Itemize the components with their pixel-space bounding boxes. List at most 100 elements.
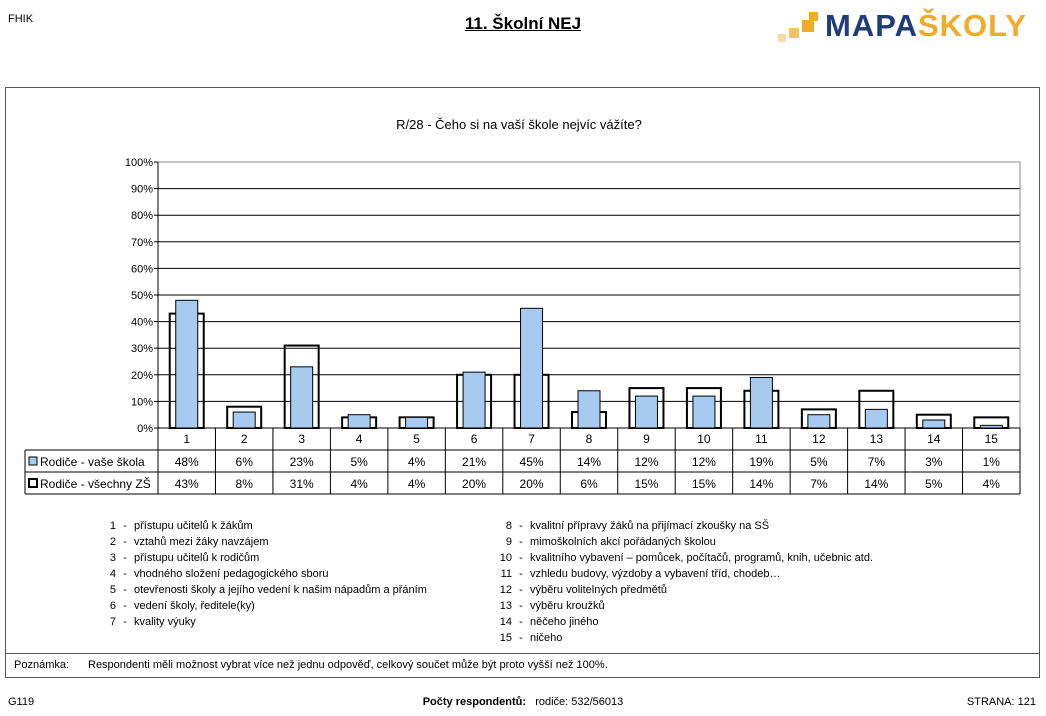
legend-item-number: 9: [505, 536, 512, 548]
data-label-your-school: 23%: [290, 455, 314, 469]
legend-item-dash: -: [123, 536, 127, 548]
logo-main: MAPA: [825, 8, 918, 43]
legend-item: 7- kvality výuky: [104, 614, 427, 630]
legend-item-text: výběru volitelných předmětů: [530, 584, 667, 596]
legend-item: 5- otevřenosti školy a jejího vedení k na…: [104, 582, 427, 598]
data-label-all-schools: 4%: [983, 477, 1001, 491]
legend-label-all-schools: Rodiče - všechny ZŠ: [40, 476, 151, 491]
data-label-your-school: 4%: [408, 455, 426, 469]
bar-your-school: [232, 411, 256, 429]
bar-your-school: [175, 299, 199, 429]
legend-item-number: 2: [109, 536, 116, 548]
bar-your-school: [520, 307, 544, 429]
y-tick-label: 50%: [131, 290, 153, 302]
legend-item: 3- přístupu učitelů k rodičům: [104, 550, 427, 566]
data-label-your-school: 48%: [175, 455, 199, 469]
legend-item-text: přístupu učitelů k žákům: [134, 520, 253, 532]
legend-item-number: 11: [500, 568, 512, 580]
legend-item-number: 10: [499, 552, 512, 564]
data-label-all-schools: 4%: [350, 477, 368, 491]
legend-item-dash: -: [519, 552, 523, 564]
x-tick-label: 12: [812, 432, 826, 446]
report-code: FHIK: [8, 13, 34, 25]
y-tick-label: 60%: [131, 263, 153, 275]
data-label-your-school: 21%: [462, 455, 486, 469]
data-label-your-school: 12%: [634, 455, 658, 469]
data-label-your-school: 45%: [520, 455, 544, 469]
legend-item-dash: -: [519, 632, 523, 644]
x-tick-label: 7: [528, 432, 535, 446]
data-label-your-school: 1%: [983, 455, 1001, 469]
legend-item-text: přístupu učitelů k rodičům: [134, 552, 260, 564]
category-legend-left: 1- přístupu učitelů k žákům 2- vztahů mezi …: [104, 518, 427, 630]
legend-item: 12- výběru volitelných předmětů: [498, 582, 873, 598]
legend-item-number: 12: [499, 584, 512, 596]
legend-item: 2- vztahů mezi žáky navzájem: [104, 534, 427, 550]
legend-item-text: ničeho: [530, 632, 563, 644]
legend-item-text: mimoškolních akcí pořádaných školou: [530, 536, 716, 548]
bar-your-school: [290, 366, 314, 429]
legend-item-number: 15: [499, 632, 512, 644]
y-tick-label: 40%: [131, 317, 153, 329]
note-text: Respondenti měli možnost vybrat více než…: [88, 659, 608, 671]
data-label-your-school: 5%: [350, 455, 368, 469]
bar-your-school: [922, 419, 946, 429]
legend-item: 13- výběru kroužků: [498, 598, 873, 614]
category-legend-right: 8- kvalitní přípravy žáků na přijímací zk…: [498, 518, 873, 646]
footer-page: STRANA: 121: [966, 696, 1036, 708]
data-label-all-schools: 20%: [462, 477, 486, 491]
legend-item: 1- přístupu učitelů k žákům: [104, 518, 427, 534]
legend-item-dash: -: [123, 584, 127, 596]
legend-item-text: otevřenosti školy a jejího vedení k naši…: [134, 584, 427, 596]
legend-item-text: vhodného složení pedagogického sboru: [134, 568, 329, 580]
x-tick-label: 11: [755, 432, 768, 446]
y-tick-label: 70%: [131, 237, 153, 249]
x-tick-label: 4: [356, 432, 363, 446]
legend-item-dash: -: [519, 520, 523, 532]
legend-item-number: 14: [499, 616, 512, 628]
logo-squares-icon: [778, 12, 818, 42]
x-tick-label: 8: [586, 432, 593, 446]
legend-item-number: 5: [109, 584, 116, 596]
legend-item-dash: -: [123, 568, 127, 580]
bar-your-school: [405, 416, 429, 429]
legend-item-number: 7: [109, 616, 116, 628]
legend-item-text: kvalitního vybavení – pomůcek, počítačů,…: [530, 552, 874, 564]
data-label-your-school: 3%: [925, 455, 943, 469]
bar-your-school: [347, 414, 371, 429]
footer-respondents-value: rodiče: 532/56013: [535, 696, 624, 708]
x-tick-label: 1: [183, 432, 190, 446]
data-label-all-schools: 14%: [749, 477, 773, 491]
legend-item: 6- vedení školy, ředitele(ky): [104, 598, 427, 614]
y-tick-label: 30%: [131, 343, 153, 355]
legend-item-dash: -: [123, 520, 127, 532]
bar-your-school: [692, 395, 716, 429]
bar-your-school: [462, 371, 486, 429]
legend-item-text: kvalitní přípravy žáků na přijímací zkou…: [530, 520, 770, 532]
data-label-all-schools: 4%: [408, 477, 426, 491]
x-tick-label: 3: [298, 432, 305, 446]
legend-item-text: kvality výuky: [134, 616, 196, 628]
data-label-all-schools: 7%: [810, 477, 828, 491]
legend-item: 15- ničeho: [498, 630, 873, 646]
legend-item-number: 1: [109, 520, 116, 532]
data-label-all-schools: 20%: [520, 477, 544, 491]
logo-text: MAPAŠKOLY: [825, 8, 1027, 44]
legend-item: 4- vhodného složení pedagogického sboru: [104, 566, 427, 582]
legend-item-dash: -: [519, 568, 523, 580]
x-tick-label: 10: [697, 432, 711, 446]
data-label-your-school: 6%: [236, 455, 254, 469]
legend-item-dash: -: [123, 616, 127, 628]
data-label-all-schools: 15%: [634, 477, 658, 491]
data-label-all-schools: 5%: [925, 477, 943, 491]
y-tick-label: 20%: [131, 370, 153, 382]
data-label-all-schools: 15%: [692, 477, 716, 491]
y-tick-label: 0%: [137, 423, 153, 435]
y-tick-label: 100%: [125, 157, 153, 169]
data-label-your-school: 12%: [692, 455, 716, 469]
bar-your-school: [807, 414, 831, 429]
data-label-your-school: 14%: [577, 455, 601, 469]
x-tick-label: 14: [927, 432, 941, 446]
footer-respondents-label: Počty respondentů:: [422, 696, 527, 708]
